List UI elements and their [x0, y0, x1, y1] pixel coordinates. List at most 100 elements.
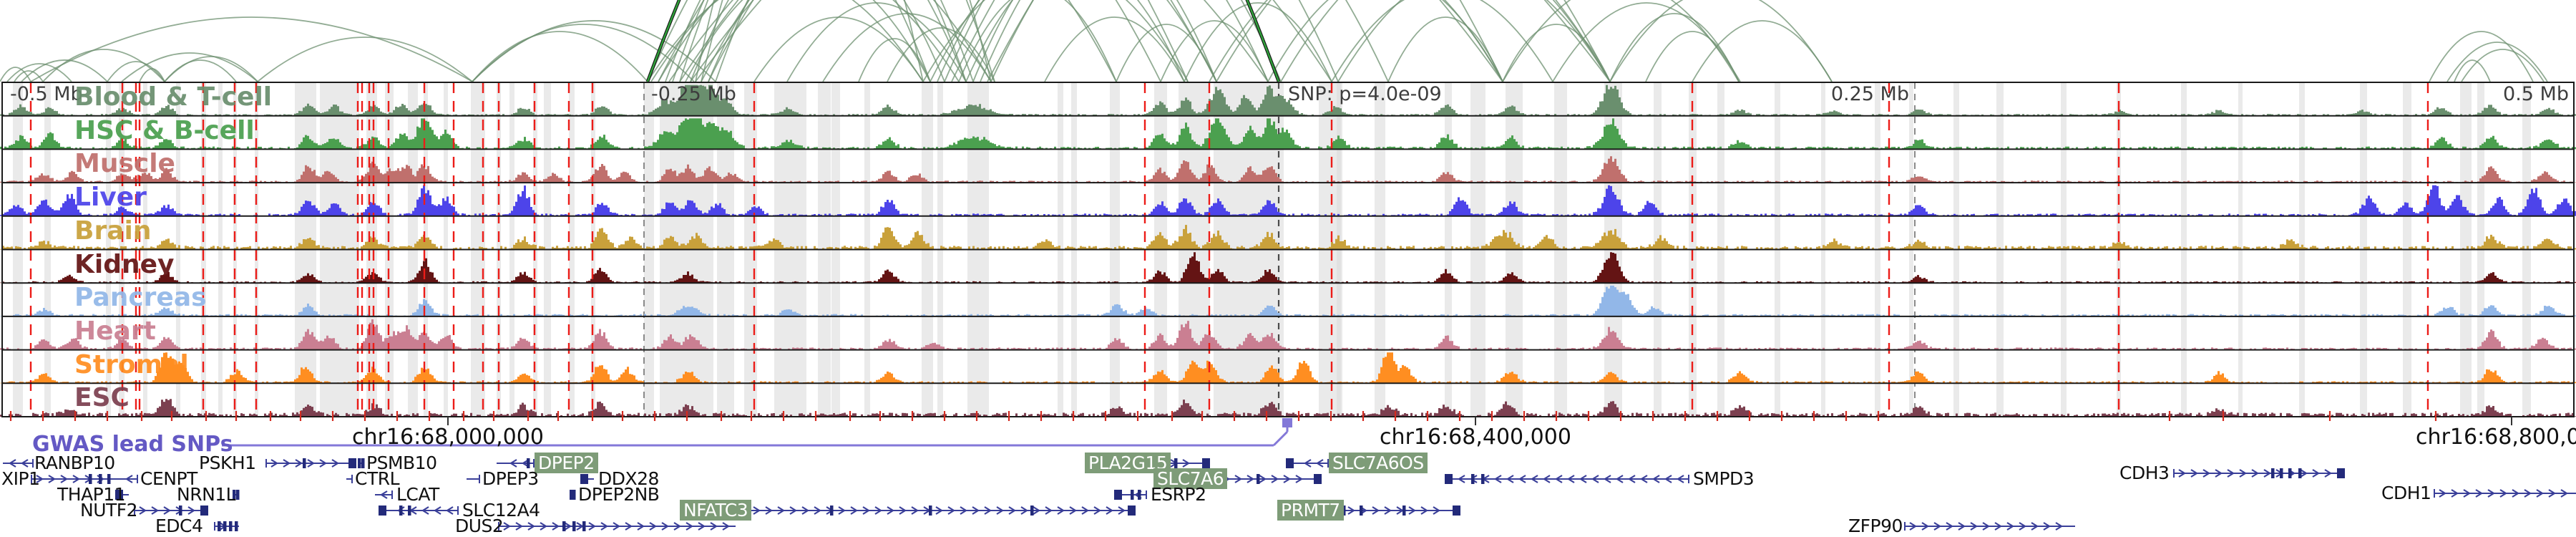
interaction-arc [1692, 20, 1833, 82]
strand-arrow-right [2190, 469, 2199, 478]
gene-glyph-slc7a6os [1286, 458, 1329, 468]
exon-block [89, 474, 92, 484]
exon-block [1402, 505, 1406, 516]
exon-block [582, 521, 586, 531]
gene-end-block [2337, 468, 2345, 478]
strand-arrow-right [2512, 489, 2520, 498]
interaction-arc [14, 70, 44, 82]
gene-end-block [1202, 458, 1210, 468]
interaction-arc [1184, 2, 1332, 82]
strand-arrow-left [1315, 459, 1324, 468]
strand-arrow-left [20, 459, 29, 468]
strand-arrow-right [2055, 522, 2064, 531]
gene-label-prmt7: PRMT7 [1277, 500, 1344, 521]
strand-arrow-right [187, 506, 196, 515]
strand-arrow-right [1106, 506, 1114, 515]
strand-arrow-right [1246, 475, 1255, 483]
track-label-hsc-b-cell: HSC & B-cell [74, 115, 255, 145]
interaction-arc [1552, 2, 1741, 82]
interaction-arc [1160, 20, 1269, 82]
strand-arrow-right [1921, 522, 1930, 531]
strand-arrow-right [2006, 522, 2015, 531]
strand-arrow-right [1372, 506, 1380, 515]
exon-block [179, 505, 182, 516]
strand-arrow-left [125, 475, 133, 483]
strand-arrow-right [753, 506, 761, 515]
gene-label-cenpt: CENPT [140, 468, 197, 489]
track-label-muscle: Muscle [74, 149, 175, 179]
interaction-arc [1387, 16, 1503, 82]
interaction-arc [1331, 0, 1553, 82]
gene-glyph-smpd3 [1445, 474, 1689, 484]
strand-arrow-right [2263, 469, 2272, 478]
interaction-arc [42, 49, 165, 82]
gene-label-dpep2: DPEP2 [535, 453, 598, 473]
strand-arrow-right [163, 506, 172, 515]
interaction-arc [2429, 31, 2534, 82]
gene-glyph-nutf2 [134, 505, 208, 516]
strand-arrow-right [814, 506, 822, 515]
ruler-label-plus-quarter-mb: 0.25 Mb [1830, 83, 1909, 105]
strand-arrow-right [2031, 522, 2039, 531]
exon-block [399, 505, 403, 516]
exon-block [929, 505, 932, 516]
gene-label-psmb10: PSMB10 [366, 453, 437, 473]
strand-arrow-left [1591, 475, 1599, 483]
track-label-pancreas: Pancreas [74, 283, 207, 313]
strand-arrow-right [1259, 475, 1267, 483]
strand-arrow-left [445, 506, 454, 515]
gene-glyph-ranbp10 [3, 459, 34, 468]
strand-arrow-right [60, 475, 69, 483]
exon-block [358, 458, 361, 468]
strand-arrow-right [1283, 475, 1292, 483]
interaction-arc [658, 0, 992, 82]
signal-tracks-panel [0, 82, 2576, 417]
gene-glyph-xip1 [31, 474, 113, 484]
gene-glyph-pskh1 [265, 458, 356, 468]
strand-arrow-right [1408, 506, 1417, 515]
interaction-arc [1116, 24, 1217, 82]
interaction-arc [1267, 0, 1503, 82]
track-label-kidney: Kidney [74, 249, 175, 279]
exon-block [99, 474, 102, 484]
gene-glyph-cdh3 [2173, 468, 2345, 478]
strand-arrow-right [1182, 459, 1191, 468]
strand-arrow-right [1384, 506, 1392, 515]
strand-arrow-right [1069, 506, 1078, 515]
strand-arrow-right [972, 506, 980, 515]
gene-glyph-nfatc3 [748, 505, 1136, 516]
strand-arrow-right [2202, 469, 2211, 478]
strand-arrow-right [947, 506, 956, 515]
exon-block [1257, 474, 1260, 484]
interaction-arc [858, 38, 931, 82]
interaction-arc [2454, 59, 2491, 82]
strand-arrow-right [777, 506, 786, 515]
strand-arrow-right [1982, 522, 1991, 531]
gene-label-nrn1l: NRN1L [177, 484, 236, 505]
strand-arrow-left [1603, 475, 1611, 483]
gene-end-block [1286, 458, 1294, 468]
gene-glyph-dus2 [498, 521, 736, 531]
strand-arrow-left [1676, 475, 1684, 483]
exon-block [572, 521, 576, 531]
track-label-brain: Brain [74, 216, 152, 246]
exon-block [1138, 490, 1141, 500]
strand-arrow-right [295, 459, 303, 468]
interaction-arc [257, 37, 473, 82]
gene-label-ctrl: CTRL [355, 468, 400, 489]
gene-label-xip1: XIP1 [1, 468, 40, 489]
strand-arrow-right [2251, 469, 2260, 478]
strand-arrow-right [1933, 522, 1942, 531]
strand-arrow-right [874, 506, 883, 515]
gene-glyph-cenpt [113, 475, 138, 483]
strand-arrow-right [698, 522, 706, 531]
strand-arrow-right [661, 522, 670, 531]
track-label-esc: ESC [74, 383, 130, 413]
strand-arrow-right [2499, 489, 2508, 498]
strand-arrow-right [1946, 522, 1954, 531]
strand-arrow-right [1970, 522, 1979, 531]
gene-glyph-prmt7 [1330, 505, 1460, 516]
strand-arrow-right [2536, 489, 2545, 498]
strand-arrow-right [540, 522, 548, 531]
exon-block [361, 458, 365, 468]
